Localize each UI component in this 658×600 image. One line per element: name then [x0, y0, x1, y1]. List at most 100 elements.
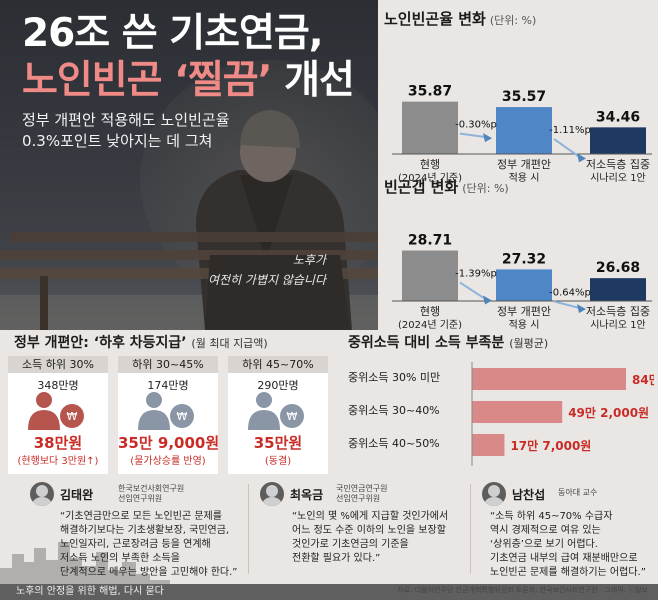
svg-text:₩: ₩	[177, 410, 188, 423]
chart-title: 빈곤갭 변화 (단위: %)	[384, 176, 654, 197]
headline-line2: 노인빈곤 ‘찔끔’ 개선	[22, 57, 355, 104]
panel-title: 정부 개편안: ‘하후 차등지급’ (월 최대 지급액)	[14, 332, 268, 352]
quote-line: 단계적으로 메우는 방안을 고민해야 한다.”	[60, 567, 238, 578]
payment-note: (동결)	[264, 456, 292, 467]
category-label: 적용 시	[509, 319, 540, 329]
change-arrow	[553, 138, 581, 159]
category-label: 정부 개편안	[497, 158, 551, 171]
divider	[248, 484, 249, 574]
chart-title-text: 빈곤갭 변화	[384, 178, 459, 196]
category-label: (2024년 기준)	[398, 319, 462, 329]
bar	[472, 401, 563, 423]
footer-caption: 노후의 안정을 위한 해법, 다시 묻다	[16, 586, 164, 597]
arrow-head-icon	[577, 304, 586, 314]
expert-name: 김태완	[60, 488, 94, 502]
divider	[470, 484, 471, 574]
expert-affiliation-line2: 선임연구위원	[118, 494, 163, 503]
tier-header: 소득 하위 30%	[8, 356, 108, 373]
bar	[402, 101, 458, 154]
quote-line: 기초연금 내부의 급여 재분배만으로	[490, 553, 638, 564]
payment-note: (현행보다 3만원↑)	[17, 456, 99, 467]
category-label: 저소득층 집중	[586, 305, 650, 318]
panel-unit: (월평균)	[509, 337, 549, 350]
data-label: 34.46	[596, 109, 640, 125]
subtitle-line2: 0.3%포인트 낮아지는 데 그쳐	[22, 132, 213, 150]
expert-affiliation: 국민연금연구원 선임연구위원	[336, 484, 388, 504]
person-with-coins-icon: ₩	[28, 392, 84, 430]
arrow-head-icon	[483, 133, 492, 143]
headline-highlight: 노인빈곤 ‘찔끔’	[22, 58, 272, 103]
quote-line: 역시 경제적으로 여유 있는	[490, 525, 601, 536]
category-label: 시나리오 1안	[590, 319, 646, 329]
poverty-rate-chart: 노인빈곤율 변화 (단위: %) 35.87 현행 (2024년 기준) 35.57 정부…	[384, 8, 654, 190]
handwritten-note: 노후가 여전히 가볍지 않습니다	[176, 250, 326, 290]
handwritten-note-line1: 노후가	[292, 253, 326, 267]
headline: 26조 쓴 기초연금, 노인빈곤 ‘찔끔’ 개선	[22, 10, 355, 104]
bar	[496, 269, 552, 301]
chart-title: 노인빈곤율 변화 (단위: %)	[384, 8, 654, 29]
chart-title-text: 노인빈곤율 변화	[384, 10, 486, 28]
expert-affiliation-line1: 동아대 교수	[558, 488, 598, 497]
category-label: 저소득층 집중	[586, 158, 650, 171]
panel-unit: (월 최대 지급액)	[191, 337, 268, 350]
elderly-man-on-bench-image	[0, 110, 378, 330]
expert-affiliation-line1: 한국보건사회연구원	[118, 484, 185, 493]
bar	[472, 368, 626, 390]
quote-line: 전환할 필요가 있다.”	[292, 553, 381, 564]
change-arrow	[553, 300, 581, 310]
hero-photo: 26조 쓴 기초연금, 노인빈곤 ‘찔끔’ 개선 정부 개편안 적용해도 노인빈…	[0, 0, 378, 330]
svg-text:₩: ₩	[287, 410, 298, 423]
quote-line: ‘상위층’으로 보기 어렵다.	[490, 539, 598, 550]
arrow-head-icon	[577, 153, 586, 163]
expert-name: 최옥금	[290, 488, 324, 502]
max-payment: 38만원	[33, 434, 83, 452]
category-label: 시나리오 1안	[590, 172, 646, 184]
bar	[590, 127, 646, 154]
change-label: -0.30%p	[455, 120, 497, 131]
category-label: 현행	[420, 305, 440, 318]
bar	[590, 278, 646, 301]
recipient-count: 348만명	[37, 379, 79, 392]
data-label: 35.57	[502, 89, 546, 105]
change-label: -1.39%p	[455, 269, 497, 280]
handwritten-note-line2: 여전히 가볍지 않습니다	[207, 273, 326, 287]
recipient-count: 290만명	[257, 379, 299, 392]
avatar	[260, 482, 284, 506]
change-label: -0.64%p	[549, 287, 591, 298]
category-label: 중위소득 40~50%	[348, 437, 440, 450]
category-label: 적용 시	[509, 172, 540, 184]
tier-card: 하위 45~70% 290만명 ₩ 35만원 (동결)	[228, 356, 328, 474]
data-label: 84만 4,000원	[632, 372, 654, 387]
avatar	[30, 482, 54, 506]
category-label: (2024년 기준)	[398, 172, 462, 184]
person-with-coins-icon: ₩	[138, 392, 194, 430]
recipient-count: 174만명	[147, 379, 189, 392]
arrow-head-icon	[483, 295, 492, 305]
subtitle: 정부 개편안 적용해도 노인빈곤율 0.3%포인트 낮아지는 데 그쳐	[22, 110, 230, 152]
tier-header: 하위 45~70%	[228, 356, 328, 373]
expert-quote: “기초연금만으로 모든 노인빈곤 문제를 해결하기보다는 기초생활보장, 국민연…	[60, 510, 237, 580]
quote-line: “기초연금만으로 모든 노인빈곤 문제를	[60, 511, 222, 522]
city-skyline-image	[0, 542, 658, 600]
headline-line1: 26조 쓴 기초연금,	[22, 11, 324, 56]
bar	[472, 434, 505, 456]
expert-comments: 김태완 한국보건사회연구원 선임연구위원 “기초연금만으로 모든 노인빈곤 문제를…	[0, 478, 658, 578]
quote-line: “소득 하위 45~70% 수급자	[490, 511, 613, 522]
data-label: 35.87	[408, 84, 452, 100]
max-payment: 35만원	[253, 434, 303, 452]
tier-card: 하위 30~45% 174만명 ₩ 35만 9,000원 (물가상승률 반영)	[118, 356, 219, 474]
quote-line: 해결하기보다는 기초생활보장, 국민연금,	[60, 525, 230, 536]
quote-line: “노인의 몇 %에게 지급할 것인가에서	[292, 511, 449, 522]
income-shortfall-panel: 중위소득 대비 소득 부족분 (월평균) 중위소득 30% 미만 84만 4,00…	[344, 330, 654, 480]
bar	[496, 107, 552, 154]
quote-line: 어느 정도 수준 이하의 노인을 보장할	[292, 525, 446, 536]
panel-title: 중위소득 대비 소득 부족분 (월평균)	[348, 332, 548, 352]
expert-affiliation: 동아대 교수	[558, 488, 597, 498]
expert-affiliation-line2: 선임연구위원	[336, 494, 381, 503]
expert-quote: “노인의 몇 %에게 지급할 것인가에서 어느 정도 수준 이하의 노인을 보장…	[292, 510, 448, 566]
expert-quote: “소득 하위 45~70% 수급자 역시 경제적으로 여유 있는 ‘상위층’으로…	[490, 510, 646, 580]
quote-line: 것인가로 기초연금의 기준을	[292, 539, 409, 550]
panel-title-text: 정부 개편안: ‘하후 차등지급’	[14, 335, 187, 351]
category-label: 중위소득 30~40%	[348, 404, 440, 417]
